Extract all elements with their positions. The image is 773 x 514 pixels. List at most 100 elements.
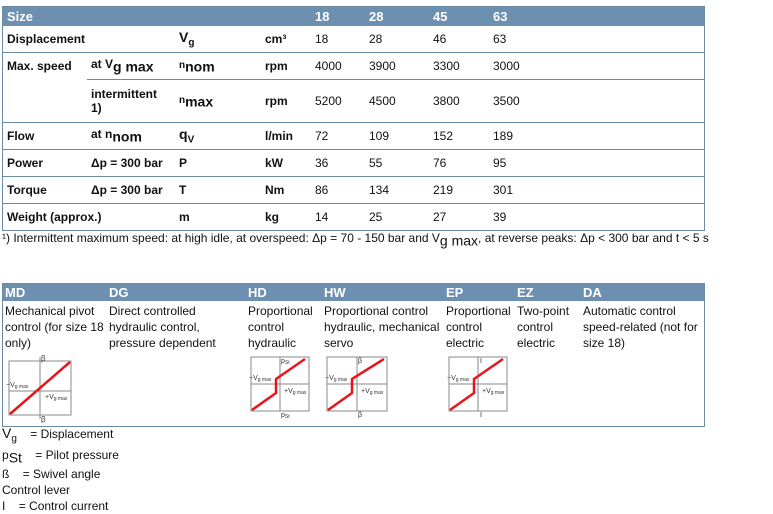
legend-beta: ß = Swivel angle (2, 466, 101, 481)
md-characteristic-diagram: β β −Vg max +Vg max (6, 354, 72, 424)
table-row-max-speed-intermittent: intermittent 1) nmax rpm 5200 4500 3800 3… (3, 79, 705, 123)
cell-value: 95 (489, 149, 705, 177)
row-symbol: P (175, 149, 261, 177)
cell-value: 152 (429, 122, 489, 150)
row-unit: Nm (261, 176, 311, 204)
md-diagram-cell: β β −Vg max +Vg max (3, 351, 108, 427)
cell-value: 3500 (489, 79, 705, 123)
control-desc-hw: Proportional control hydraulic, mechanic… (324, 304, 440, 350)
header-63: 63 (489, 6, 705, 26)
header-18: 18 (311, 6, 365, 26)
svg-text:−Vg max: −Vg max (325, 375, 348, 383)
symbol-legend: Vg = Displacement pSt = Pilot pressure ß… (2, 425, 119, 514)
row-label: Weight (approx.) (2, 203, 175, 231)
hw-diagram-cell: β β −Vg max +Vg max (322, 351, 444, 427)
svg-text:+Vg max: +Vg max (284, 388, 307, 396)
row-unit: kW (261, 149, 311, 177)
svg-text:−Vg max: −Vg max (6, 382, 29, 390)
control-diagram-row: β β −Vg max +Vg max pSt pSt −Vg max +Vg … (3, 351, 705, 427)
row-label: Displacement (7, 32, 86, 46)
row-unit: l/min (261, 122, 311, 150)
row-unit: cm³ (265, 32, 287, 46)
row-symbol: nmax (175, 79, 261, 123)
svg-text:β: β (358, 412, 362, 419)
svg-text:+Vg max: +Vg max (45, 394, 68, 402)
svg-text:β: β (358, 358, 362, 365)
cell-value: 28 (369, 32, 383, 46)
specification-table: Size 18 28 45 63 Displacement Vg cm³ 18 … (2, 6, 705, 231)
da-diagram-cell (581, 351, 705, 427)
row-condition: Δp = 300 bar (87, 149, 175, 177)
cell-value: 55 (365, 149, 429, 177)
control-header-row: MD DG HD HW EP EZ DA (2, 283, 705, 301)
cell-value: 18 (315, 32, 329, 46)
control-code-ep: EP (444, 283, 515, 301)
ez-diagram-cell (515, 351, 581, 427)
cell-value: 39 (489, 203, 705, 231)
row-label: Power (2, 149, 87, 177)
svg-text:I: I (480, 358, 482, 365)
ep-diagram-cell: I I −Vg max +Vg max (444, 351, 515, 427)
cell-value: 36 (311, 149, 365, 177)
cell-value: 63 (493, 32, 507, 46)
header-45: 45 (429, 6, 489, 26)
control-code-ez: EZ (515, 283, 581, 301)
ep-characteristic-diagram: I I −Vg max +Vg max (447, 356, 508, 419)
svg-text:I: I (480, 412, 482, 419)
cell-value: 46 (433, 32, 447, 46)
legend-current: I = Control current (2, 498, 109, 513)
control-desc-hd: Proportional control hydraulic (248, 304, 313, 350)
footnote: ¹) Intermittent maximum speed: at high i… (2, 231, 709, 249)
row-unit: rpm (261, 79, 311, 123)
cell-value: 219 (429, 176, 489, 204)
svg-text:pSt: pSt (281, 412, 290, 419)
hd-characteristic-diagram: pSt pSt −Vg max +Vg max (249, 356, 310, 420)
control-desc-ep: Proportional control electric (446, 304, 511, 350)
svg-text:pSt: pSt (281, 358, 290, 366)
control-desc-dg: Direct controlled hydraulic control, pre… (109, 304, 216, 350)
control-desc-md: Mechanical pivot control (for size 18 on… (5, 304, 104, 350)
row-condition: at Vg max (87, 52, 175, 80)
row-label: Max. speed (2, 52, 87, 123)
control-desc-ez: Two-point control electric (517, 304, 570, 350)
table-header-row: Size 18 28 45 63 (2, 6, 705, 26)
row-unit: kg (261, 203, 311, 231)
cell-value: 4000 (311, 52, 365, 80)
control-code-da: DA (581, 283, 705, 301)
cell-value: 76 (429, 149, 489, 177)
row-symbol: m (175, 203, 261, 231)
row-condition: Δp = 300 bar (87, 176, 175, 204)
cell-value: 5200 (311, 79, 365, 123)
svg-text:−Vg max: −Vg max (249, 375, 272, 383)
cell-value: 3900 (365, 52, 429, 80)
cell-value: 301 (489, 176, 705, 204)
legend-pst: pSt = Pilot pressure (2, 448, 119, 466)
cell-value: 109 (365, 122, 429, 150)
control-desc-da: Automatic control speed-related (not for… (583, 304, 698, 350)
table-row-max-speed-nom: Max. speed at Vg max nnom rpm 4000 3900 … (2, 52, 705, 123)
cell-value: 25 (365, 203, 429, 231)
svg-text:β: β (41, 415, 46, 423)
dg-diagram-cell (107, 351, 246, 427)
row-condition: intermittent 1) (87, 79, 175, 123)
header-28: 28 (365, 6, 429, 26)
control-code-md: MD (2, 283, 107, 301)
svg-text:−Vg max: −Vg max (447, 375, 470, 383)
legend-vg: Vg = Displacement (2, 425, 114, 445)
cell-value: 72 (311, 122, 365, 150)
control-code-hw: HW (322, 283, 444, 301)
hw-characteristic-diagram: β β −Vg max +Vg max (325, 356, 388, 419)
legend-control-lever: Control lever (2, 482, 71, 497)
cell-value: 134 (365, 176, 429, 204)
cell-value: 4500 (365, 79, 429, 123)
row-unit: rpm (261, 52, 311, 80)
row-label: Flow (2, 122, 87, 150)
cell-value: 3300 (429, 52, 489, 80)
row-label: Torque (2, 176, 87, 204)
control-types-table: MD DG HD HW EP EZ DA Mechanical pivot co… (2, 283, 705, 427)
svg-text:β: β (41, 354, 46, 363)
table-row-power: Power Δp = 300 bar P kW 36 55 76 95 (2, 149, 705, 177)
row-symbol: qV (175, 122, 261, 150)
cell-value: 86 (311, 176, 365, 204)
table-row-torque: Torque Δp = 300 bar T Nm 86 134 219 301 (2, 176, 705, 204)
